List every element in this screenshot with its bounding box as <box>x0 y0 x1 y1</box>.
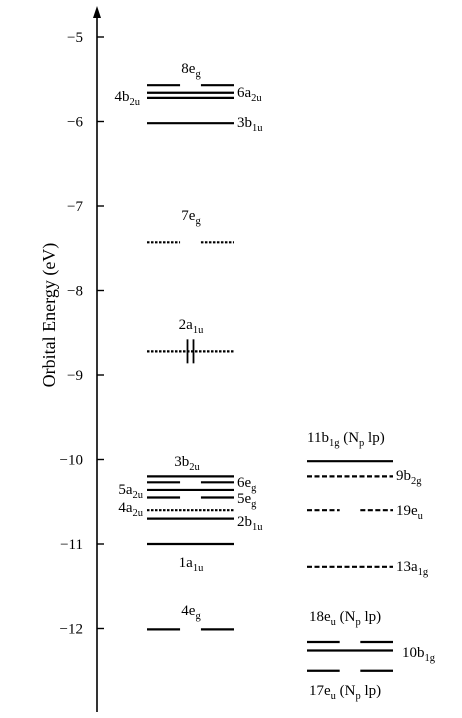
label-subscript: 2u <box>189 462 200 473</box>
y-tick-label: −6 <box>67 115 83 131</box>
label-text: (N <box>336 683 356 699</box>
y-tick-label: −8 <box>67 284 83 300</box>
label-text: 2b <box>237 514 252 530</box>
orbital-label-6a2u: 6a2u <box>237 85 262 104</box>
label-text: 18e <box>309 609 331 625</box>
orbital-label-3b2u: 3b2u <box>174 454 200 473</box>
orbital-label-5a2u: 5a2u <box>118 482 143 501</box>
label-text: lp) <box>361 683 381 699</box>
label-subscript: p <box>356 617 361 628</box>
label-text: 4e <box>181 603 196 619</box>
label-subscript: g <box>195 69 201 80</box>
label-subscript: u <box>331 691 337 702</box>
orbital-labels: 8eg4b2u6a2u3b1u7eg2a1u3b2u5a2u6eg5eg4a2u… <box>115 61 436 702</box>
orbital-label-9b2g: 9b2g <box>396 468 422 487</box>
label-text: 2a <box>179 317 194 333</box>
y-axis-arrow-icon <box>93 6 101 18</box>
label-text: lp) <box>361 609 381 625</box>
orbital-label-10b1g: 10b1g <box>402 645 436 664</box>
label-subscript: p <box>356 691 361 702</box>
orbital-label-4eg: 4eg <box>181 603 201 622</box>
label-subscript: 1u <box>193 563 204 574</box>
label-text: (N <box>339 430 359 446</box>
energy-axis: −5 −6 −7 −8 −9 −10 −11 −12 Orbital Energy (eV) <box>39 6 104 712</box>
orbital-label-2b1u: 2b1u <box>237 514 263 533</box>
label-subscript: 1u <box>252 522 263 533</box>
label-subscript: g <box>251 483 257 494</box>
label-text: (N <box>336 609 356 625</box>
label-text: 6e <box>237 475 252 491</box>
orbital-label-19eu: 19eu <box>396 503 424 522</box>
label-subscript: 2g <box>411 476 422 487</box>
label-subscript: g <box>195 611 201 622</box>
label-subscript: 2u <box>133 508 144 519</box>
label-subscript: 1g <box>418 567 429 578</box>
label-text: 5e <box>237 491 252 507</box>
label-text: 6a <box>237 85 252 101</box>
label-subscript: 1g <box>329 438 340 449</box>
orbital-levels <box>147 84 393 672</box>
label-subscript: 2u <box>133 490 144 501</box>
label-text: 4a <box>118 500 133 516</box>
label-subscript: 2u <box>130 97 141 108</box>
label-subscript: p <box>359 438 364 449</box>
orbital-label-5eg: 5eg <box>237 491 257 510</box>
label-subscript: 1u <box>252 123 263 134</box>
label-text: 3b <box>174 454 189 470</box>
label-text: 13a <box>396 559 418 575</box>
label-text: 11b <box>307 430 329 446</box>
orbital-label-4b2u: 4b2u <box>115 89 141 108</box>
y-axis-label: Orbital Energy (eV) <box>39 243 60 388</box>
orbital-label-4a2u: 4a2u <box>118 500 143 519</box>
label-text: 1a <box>179 555 194 571</box>
label-subscript: 1g <box>425 653 436 664</box>
orbital-label-13a1g: 13a1g <box>396 559 429 578</box>
label-subscript: g <box>251 499 257 510</box>
label-text: 7e <box>181 208 196 224</box>
label-text: 4b <box>115 89 130 105</box>
orbital-label-8eg: 8eg <box>181 61 201 80</box>
label-subscript: u <box>331 617 337 628</box>
y-tick-label: −11 <box>60 537 83 553</box>
label-text: 17e <box>309 683 331 699</box>
orbital-label-6eg: 6eg <box>237 475 257 494</box>
orbital-level-2a1u <box>147 339 234 364</box>
label-text: 8e <box>181 61 196 77</box>
y-tick-label: −12 <box>60 622 83 638</box>
orbital-label-7eg: 7eg <box>181 208 201 227</box>
y-tick-label: −7 <box>67 199 83 215</box>
orbital-label-2a1u: 2a1u <box>179 317 204 336</box>
label-text: 10b <box>402 645 425 661</box>
orbital-label-18eu: 18eu (Np lp) <box>309 609 381 628</box>
label-text: 19e <box>396 503 418 519</box>
label-text: lp) <box>364 430 384 446</box>
label-text: 5a <box>118 482 133 498</box>
y-tick-label: −10 <box>60 453 83 469</box>
label-subscript: 1u <box>193 325 204 336</box>
orbital-label-11b1g: 11b1g (Np lp) <box>307 430 385 449</box>
orbital-label-3b1u: 3b1u <box>237 115 263 134</box>
orbital-label-1a1u: 1a1u <box>179 555 204 574</box>
label-text: 3b <box>237 115 252 131</box>
y-tick-label: −9 <box>67 368 83 384</box>
y-tick-label: −5 <box>67 30 83 46</box>
label-subscript: g <box>195 216 201 227</box>
label-subscript: u <box>418 511 424 522</box>
orbital-label-17eu: 17eu (Np lp) <box>309 683 381 702</box>
label-text: 9b <box>396 468 411 484</box>
label-subscript: 2u <box>251 93 262 104</box>
